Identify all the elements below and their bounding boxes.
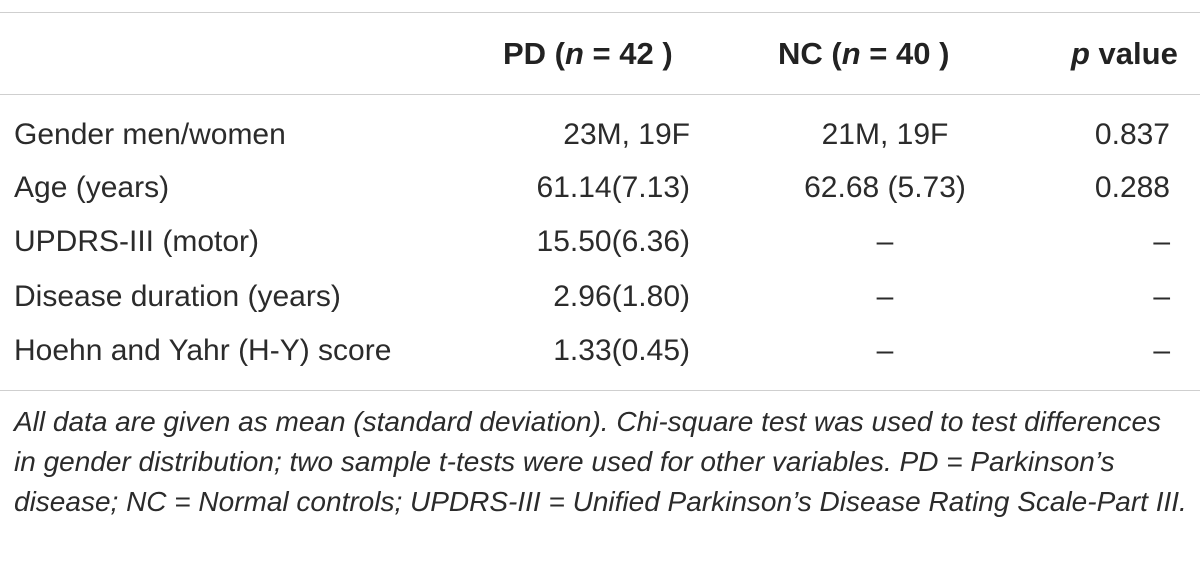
p-value: 0.288	[1094, 171, 1170, 204]
nc-value: –	[876, 280, 894, 313]
nc-value: –	[876, 334, 894, 367]
column-header-pd: PD (n = 42 )	[503, 36, 673, 71]
table-row: Disease duration (years) 2.96(1.80) – –	[0, 277, 1200, 317]
nc-value: –	[876, 225, 894, 258]
pd-value: 2.96(1.80)	[553, 280, 690, 313]
pd-value: 1.33(0.45)	[553, 334, 690, 367]
row-label: Gender men/women	[14, 118, 286, 151]
row-label: Disease duration (years)	[14, 280, 341, 313]
table-row: Gender men/women 23M, 19F 21M, 19F 0.837	[0, 115, 1200, 155]
row-label: UPDRS-III (motor)	[14, 225, 260, 258]
p-value: –	[1153, 334, 1170, 367]
table-top-rule	[0, 12, 1200, 13]
table-bottom-rule	[0, 390, 1200, 391]
table-row: Hoehn and Yahr (H-Y) score 1.33(0.45) – …	[0, 331, 1200, 371]
row-label: Age (years)	[14, 171, 170, 204]
p-value: 0.837	[1094, 118, 1170, 151]
table-row: Age (years) 61.14(7.13) 62.68 (5.73) 0.2…	[0, 168, 1200, 208]
row-label: Hoehn and Yahr (H-Y) score	[14, 334, 392, 367]
header-rule	[0, 94, 1200, 95]
nc-value: 62.68 (5.73)	[804, 171, 966, 204]
table-row: UPDRS-III (motor) 15.50(6.36) – –	[0, 222, 1200, 262]
pd-value: 61.14(7.13)	[536, 171, 690, 204]
p-value: –	[1153, 280, 1170, 313]
nc-value: 21M, 19F	[821, 118, 949, 151]
column-header-p-value: p value	[1071, 36, 1178, 71]
table-footnote: All data are given as mean (standard dev…	[14, 406, 1187, 517]
p-value: –	[1153, 225, 1170, 258]
pd-value: 15.50(6.36)	[536, 225, 690, 258]
column-header-nc: NC (n = 40 )	[778, 36, 950, 71]
pd-value: 23M, 19F	[563, 118, 690, 151]
